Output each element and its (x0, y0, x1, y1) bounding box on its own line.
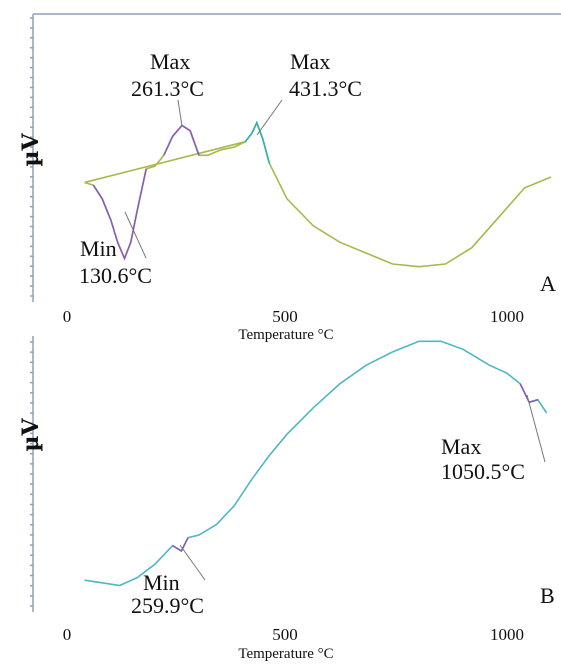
panel-a-min-leader (124, 211, 147, 259)
panel-a-label: A (540, 271, 556, 296)
panel-b-series-line (84, 340, 548, 587)
panel-b-y-ticks (30, 341, 33, 607)
panel-a-min-peak-highlight (92, 168, 147, 261)
panel-b-min-label: Min (143, 570, 180, 595)
panel-b-min-peak-highlight (172, 537, 189, 553)
panel-a-max2-peak-highlight (244, 120, 271, 164)
panel-b-max-value: 1050.5°C (441, 459, 525, 484)
panel-a-max-peak-highlight (163, 124, 200, 156)
panel-a-max2-value: 431.3°C (289, 76, 362, 101)
panel-b-x-axis-label: Temperature °C (238, 646, 333, 662)
panel-b-label: B (540, 583, 555, 608)
panel-b-min-leader (179, 544, 206, 581)
panel-b-y-axis-label: µV (18, 417, 44, 451)
panel-a-min-value: 130.6°C (79, 263, 152, 288)
panel-a-max1-value: 261.3°C (131, 76, 204, 101)
panel-a-min-label: Min (80, 236, 117, 261)
panel-b-x-tick-1000: 1000 (490, 625, 524, 644)
panel-a-x-tick-0: 0 (63, 307, 72, 326)
panel-a-max2-leader (256, 99, 283, 136)
panel-b-x-tick-500: 500 (272, 625, 298, 644)
panel-a-series-line (84, 120, 552, 268)
panel-a-max2-label: Max (290, 49, 330, 74)
panel-b-max-leader (526, 394, 546, 463)
panel-a-y-ticks (30, 17, 33, 297)
panel-a-x-tick-1000: 1000 (490, 307, 524, 326)
panel-b-max-label: Max (441, 434, 481, 459)
panel-a-x-axis-label: Temperature °C (238, 327, 333, 343)
panel-b: µV Max 1050.5°C Min 259.9°C B 0 500 1000… (18, 336, 555, 662)
panel-b-max-peak-highlight (519, 383, 539, 404)
panel-a-baseline (84, 140, 246, 184)
panel-b-min-value: 259.9°C (131, 593, 204, 618)
panel-b-x-tick-0: 0 (63, 625, 72, 644)
panel-a-max1-leader (177, 99, 183, 127)
panel-a: µV Max 261.3°C Max 431.3°C Min 130.6°C A… (18, 13, 561, 343)
panel-a-max1-label: Max (150, 49, 190, 74)
panel-a-x-tick-500: 500 (272, 307, 298, 326)
panel-a-y-axis-label: µV (18, 132, 44, 166)
